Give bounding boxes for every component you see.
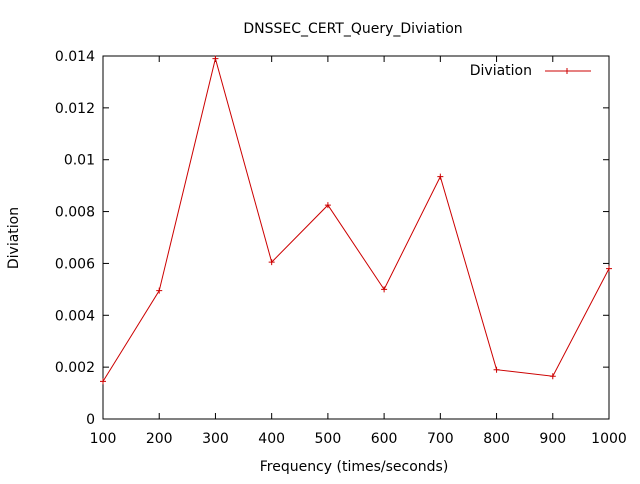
x-tick-label: 400 (258, 431, 285, 447)
x-tick-label: 900 (539, 431, 566, 447)
y-tick-label: 0.01 (64, 153, 95, 169)
x-tick-label: 800 (483, 431, 510, 447)
data-point-marker (381, 286, 388, 293)
plot-area-frame (102, 55, 610, 420)
x-tick-label: 100 (90, 431, 117, 447)
data-point-marker (100, 378, 106, 385)
y-tick-label: 0.004 (55, 308, 95, 324)
y-axis-label: Diviation (6, 207, 22, 269)
data-point-marker (437, 173, 444, 180)
data-point-marker (212, 55, 219, 62)
chart-title: DNSSEC_CERT_Query_Diviation (243, 21, 462, 37)
data-point-marker (324, 202, 331, 209)
y-tick-label: 0 (86, 412, 95, 428)
x-axis-ticks: 100 200 300 400 500 600 700 800 900 1000 (90, 56, 627, 447)
x-tick-label: 1000 (591, 431, 627, 447)
legend: Diviation (470, 63, 591, 79)
x-tick-label: 600 (371, 431, 398, 447)
y-tick-label: 0.012 (55, 101, 95, 117)
y-axis-ticks: 0 0.002 0.004 0.006 0.008 0.01 0.012 0.014 (55, 49, 609, 428)
data-point-marker (156, 287, 163, 294)
x-tick-label: 500 (315, 431, 342, 447)
legend-marker (564, 68, 570, 74)
x-axis-label: Frequency (times/seconds) (260, 459, 449, 475)
y-tick-label: 0.014 (55, 49, 95, 65)
y-tick-label: 0.008 (55, 205, 95, 221)
y-tick-label: 0.002 (55, 360, 95, 376)
y-tick-label: 0.006 (55, 256, 95, 272)
series-line (102, 56, 610, 382)
x-tick-label: 700 (427, 431, 454, 447)
data-point-marker (268, 259, 275, 266)
x-tick-label: 200 (146, 431, 173, 447)
series-layer (100, 55, 612, 385)
data-point-marker (493, 366, 500, 373)
data-point-marker (549, 373, 556, 380)
legend-label: Diviation (470, 63, 532, 79)
x-tick-label: 300 (202, 431, 229, 447)
data-point-marker (606, 265, 612, 272)
